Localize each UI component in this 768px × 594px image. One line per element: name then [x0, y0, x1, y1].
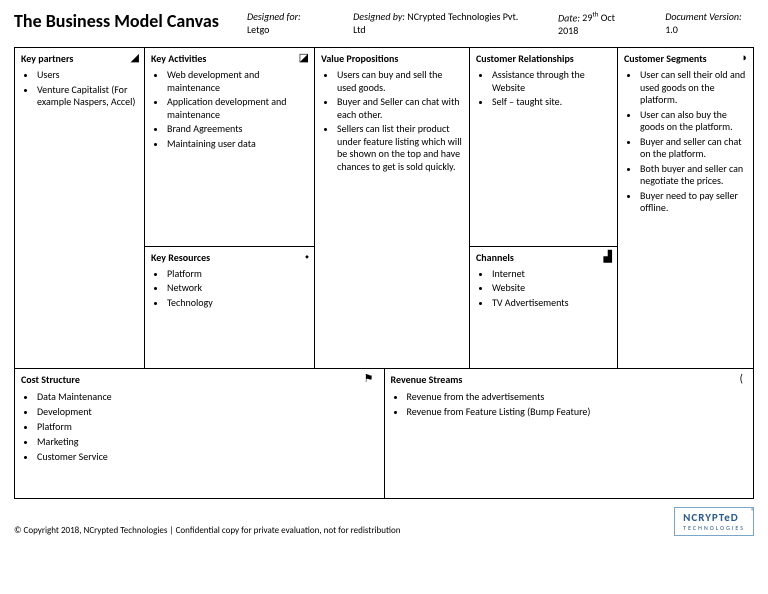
- doc-label: Document Version:: [665, 10, 741, 23]
- header: The Business Model Canvas Designed for: …: [14, 10, 754, 37]
- key-activities-list: Web development and maintenanceApplicati…: [151, 69, 308, 150]
- list-item: Buyer and Seller can chat with each othe…: [337, 96, 463, 121]
- list-item: Buyer need to pay seller offline.: [640, 190, 747, 215]
- copyright-text: © Copyright 2018, NCrypted Technologies …: [14, 525, 401, 536]
- key-activities-cell: ◪ Key Activities Web development and mai…: [145, 48, 314, 246]
- list-item: Network: [167, 282, 308, 295]
- value-propositions-title: Value Propositions: [321, 52, 463, 65]
- list-item: Revenue from the advertisements: [407, 390, 748, 403]
- list-item: Sellers can list their product under fea…: [337, 123, 463, 173]
- value-propositions-cell: Value Propositions Users can buy and sel…: [315, 48, 469, 368]
- check-icon: ◪: [299, 51, 309, 64]
- logo-brand: NCRYPTeD: [683, 511, 745, 524]
- link-icon: ◢: [131, 51, 139, 64]
- key-activities-title: Key Activities: [151, 52, 308, 65]
- truck-icon: ▟: [604, 250, 612, 263]
- channels-title: Channels: [476, 251, 611, 264]
- customer-segments-list: User can sell their old and used goods o…: [624, 69, 747, 215]
- cost-structure-cell: ⚑ Cost Structure Data Maintenance Develop…: [15, 369, 385, 498]
- list-item: Self – taught site.: [492, 96, 611, 109]
- meta-block: Designed for: Letgo Designed by: NCrypte…: [247, 10, 754, 37]
- list-item: Assistance through the Website: [492, 69, 611, 94]
- list-item: Brand Agreements: [167, 123, 308, 136]
- list-item: Both buyer and seller can negotiate the …: [640, 163, 747, 188]
- list-item: Development: [37, 405, 378, 418]
- key-resources-title: Key Resources: [151, 251, 308, 264]
- ncrypted-logo: ® NCRYPTeD TECHNOLOGIES: [674, 507, 754, 536]
- cost-structure-title: Cost Structure: [21, 373, 378, 386]
- key-partners-title: Key partners: [21, 52, 138, 65]
- list-item: Platform: [167, 268, 308, 281]
- list-item: Customer Service: [37, 450, 378, 463]
- bmc-canvas: ◢ Key partners Users Venture Capitalist (…: [14, 47, 754, 499]
- key-resources-list: PlatformNetwork Technology: [151, 268, 308, 310]
- key-resources-cell: ⬩ Key Resources PlatformNetwork Technolog…: [145, 247, 314, 369]
- customer-segments-cell: ◗ Customer Segments User can sell their …: [618, 48, 753, 368]
- list-item: Technology: [167, 297, 308, 310]
- top-row: ◢ Key partners Users Venture Capitalist (…: [15, 48, 753, 368]
- designed-for-value: Letgo: [247, 23, 269, 36]
- money-icon: (: [740, 372, 743, 385]
- list-item: Application development and maintenance: [167, 96, 308, 121]
- customer-relationships-cell: Customer Relationships Assistance throug…: [470, 48, 617, 246]
- channels-cell: ▟ Channels InternetWebsite TV Advertiseme…: [470, 247, 617, 369]
- page-title: The Business Model Canvas: [14, 10, 219, 32]
- list-item: Marketing: [37, 435, 378, 448]
- list-item: Users: [37, 69, 138, 82]
- list-item: Maintaining user data: [167, 138, 308, 151]
- registered-icon: ®: [751, 506, 755, 515]
- customer-segments-title: Customer Segments: [624, 52, 747, 65]
- doc-value: 1.0: [665, 23, 678, 36]
- list-item: User can also buy the goods on the platf…: [640, 109, 747, 134]
- date-label: Date:: [558, 11, 580, 24]
- designed-by-label: Designed by:: [353, 10, 405, 23]
- footer: © Copyright 2018, NCrypted Technologies …: [14, 507, 754, 536]
- factory-icon: ⬩: [305, 250, 309, 264]
- logo-sub: TECHNOLOGIES: [683, 524, 745, 532]
- list-item: TV Advertisements: [492, 297, 611, 310]
- person-icon: ◗: [741, 51, 748, 64]
- list-item: Web development and maintenance: [167, 69, 308, 94]
- list-item: Website: [492, 282, 611, 295]
- list-item: Revenue from Feature Listing (Bump Featu…: [407, 405, 748, 418]
- key-partners-list: Users Venture Capitalist (For example Nas…: [21, 69, 138, 109]
- value-propositions-list: Users can buy and sell the used goods.Bu…: [321, 69, 463, 173]
- designed-for-label: Designed for:: [247, 10, 301, 23]
- list-item: Internet: [492, 268, 611, 281]
- revenue-streams-cell: ( Revenue Streams Revenue from the adver…: [385, 369, 754, 498]
- revenue-streams-title: Revenue Streams: [391, 373, 748, 386]
- list-item: Buyer and seller can chat on the platfor…: [640, 136, 747, 161]
- list-item: Data Maintenance: [37, 390, 378, 403]
- bottom-row: ⚑ Cost Structure Data Maintenance Develop…: [15, 368, 753, 498]
- tag-icon: ⚑: [364, 372, 374, 385]
- key-partners-cell: ◢ Key partners Users Venture Capitalist (…: [15, 48, 144, 368]
- list-item: Platform: [37, 420, 378, 433]
- cost-structure-list: Data Maintenance Development Platform Marke…: [21, 390, 378, 463]
- list-item: User can sell their old and used goods o…: [640, 69, 747, 107]
- list-item: Users can buy and sell the used goods.: [337, 69, 463, 94]
- list-item: Venture Capitalist (For example Naspers,…: [37, 84, 138, 109]
- revenue-streams-list: Revenue from the advertisements Revenue f…: [391, 390, 748, 418]
- customer-relationships-list: Assistance through the Website Self – tau…: [476, 69, 611, 109]
- customer-relationships-title: Customer Relationships: [476, 52, 611, 65]
- channels-list: InternetWebsite TV Advertisements: [476, 268, 611, 310]
